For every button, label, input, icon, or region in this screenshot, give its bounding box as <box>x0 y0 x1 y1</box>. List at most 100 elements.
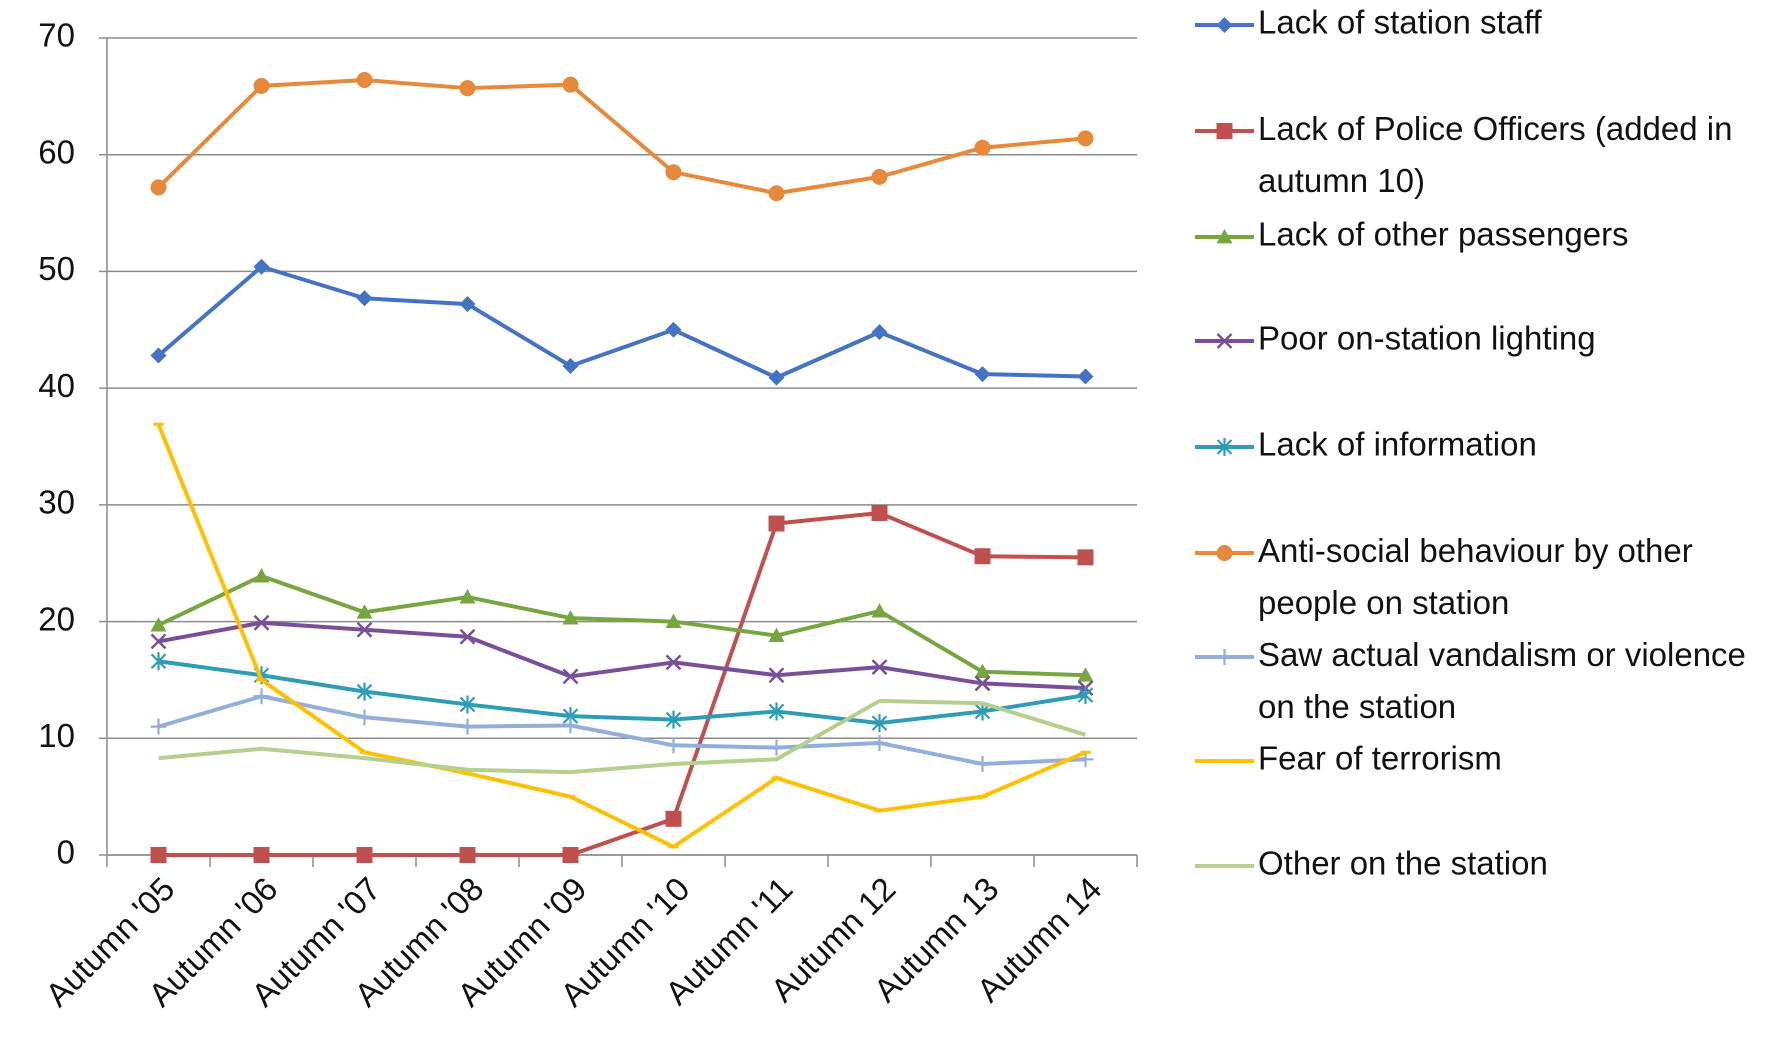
marker <box>1216 438 1233 456</box>
marker <box>150 633 167 650</box>
line <box>157 78 1086 196</box>
marker <box>768 667 785 684</box>
marker <box>356 709 373 726</box>
legend-label: Fear of terrorism <box>1258 740 1502 777</box>
line <box>158 620 1086 691</box>
marker <box>150 718 167 735</box>
marker <box>459 589 476 604</box>
marker <box>1077 686 1094 705</box>
marker <box>871 603 888 618</box>
marker <box>253 847 270 863</box>
marker <box>871 505 888 522</box>
legend-item: Lack of other passengers <box>1195 216 1629 253</box>
marker <box>974 755 991 772</box>
legend-item: Lack of Police Officers (added in autumn … <box>1195 110 1732 199</box>
marker <box>150 617 167 632</box>
marker <box>974 548 991 565</box>
marker <box>768 627 785 642</box>
marker <box>1216 229 1233 244</box>
legend-label-line: Lack of Police Officers (added in <box>1258 110 1732 147</box>
marker <box>665 737 682 754</box>
legend-label: Lack of station staff <box>1258 4 1543 41</box>
marker <box>871 734 888 751</box>
marker <box>150 179 167 196</box>
legend-item: Lack of station staff <box>1195 4 1543 41</box>
marker <box>1077 368 1094 385</box>
marker <box>150 347 167 364</box>
marker <box>1077 130 1094 147</box>
legend-label-line: Anti-social behaviour by other <box>1258 532 1693 569</box>
legend-item: Anti-social behaviour by other people on … <box>1195 532 1693 621</box>
legend-label-line: on the station <box>1258 688 1456 725</box>
y-tick-label: 60 <box>38 133 75 170</box>
marker <box>562 610 579 625</box>
marker <box>253 614 270 631</box>
marker <box>356 604 373 619</box>
marker <box>1077 549 1094 566</box>
marker <box>459 628 476 645</box>
y-tick-label: 10 <box>38 717 75 754</box>
legend-label: Lack of Police Officers (added in autumn … <box>1258 110 1732 199</box>
marker <box>459 847 476 863</box>
series <box>150 72 1094 202</box>
marker <box>1216 649 1233 665</box>
marker <box>665 321 682 338</box>
legend-label-line: autumn 10) <box>1258 162 1425 199</box>
legend-item: Fear of terrorism <box>1195 740 1502 777</box>
legend-label: Lack of other passengers <box>1258 216 1629 253</box>
legend-label-line: Saw actual vandalism or violence <box>1258 636 1746 673</box>
marker <box>871 659 888 675</box>
marker <box>1216 123 1233 139</box>
line <box>158 698 1087 775</box>
marker <box>1077 667 1094 682</box>
series <box>150 505 1094 863</box>
marker <box>253 568 270 583</box>
marker <box>974 675 991 692</box>
line <box>157 694 1086 766</box>
marker <box>459 718 476 735</box>
legend-item: Lack of information <box>1195 426 1537 463</box>
marker <box>562 357 579 374</box>
legend-label: Lack of information <box>1258 426 1537 463</box>
series <box>150 688 1094 772</box>
legend-item: Poor on-station lighting <box>1195 320 1596 357</box>
marker <box>562 668 579 685</box>
marker <box>356 621 373 638</box>
marker <box>459 80 476 97</box>
marker <box>150 652 167 671</box>
legend-label: Saw actual vandalism or violence on the s… <box>1258 636 1746 725</box>
marker <box>356 290 373 307</box>
marker <box>562 847 579 863</box>
marker <box>768 739 785 756</box>
marker <box>1216 333 1233 349</box>
marker <box>253 688 270 705</box>
marker <box>1216 545 1233 561</box>
marker <box>974 139 991 156</box>
marker <box>768 702 785 721</box>
marker <box>253 77 270 94</box>
marker <box>1216 17 1233 33</box>
marker <box>459 296 476 313</box>
marker <box>974 366 991 383</box>
marker <box>459 695 476 714</box>
series <box>150 614 1094 696</box>
marker <box>356 72 373 89</box>
marker <box>562 717 579 734</box>
marker <box>768 185 785 202</box>
marker <box>768 369 785 386</box>
y-tick-label: 40 <box>38 367 75 404</box>
series <box>150 652 1094 733</box>
marker <box>665 654 682 671</box>
legend-label: Anti-social behaviour by other people on … <box>1258 532 1693 621</box>
series <box>150 568 1094 682</box>
series <box>158 698 1087 775</box>
marker <box>665 164 682 181</box>
marker <box>253 258 270 275</box>
marker <box>768 515 785 532</box>
line <box>158 659 1086 726</box>
marker <box>871 714 888 733</box>
marker <box>356 682 373 701</box>
y-tick-label: 70 <box>38 17 75 54</box>
y-tick-label: 50 <box>38 250 75 287</box>
